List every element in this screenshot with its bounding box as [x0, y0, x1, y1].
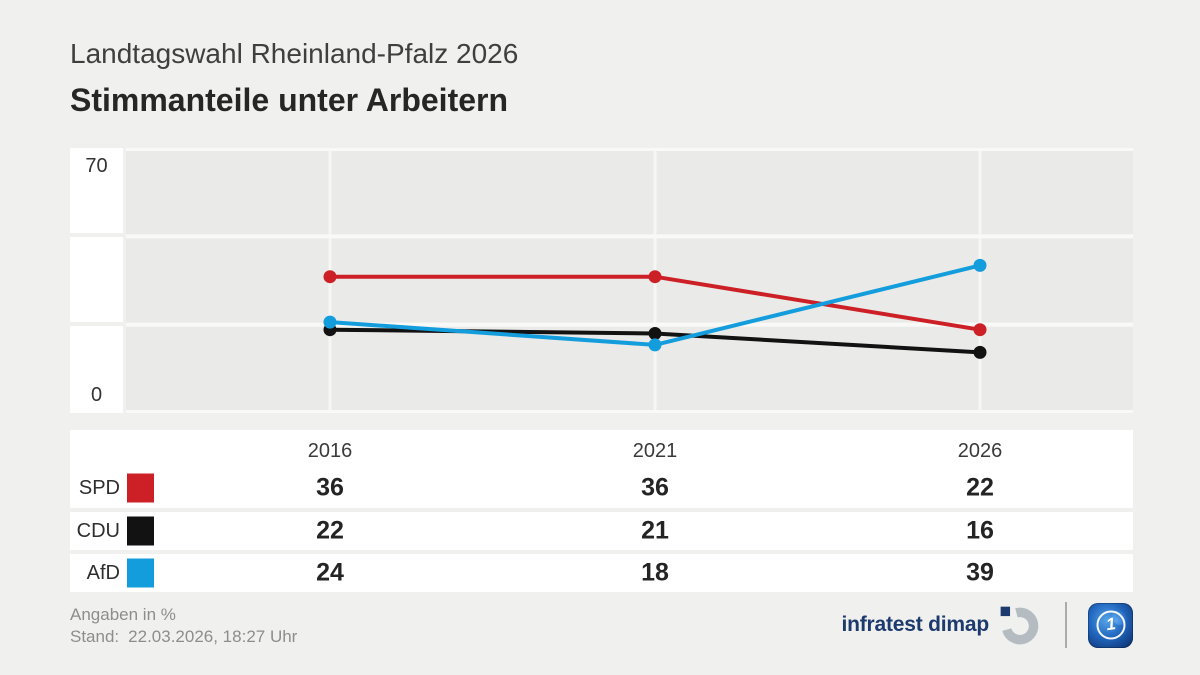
afd-value-2021: 18 — [641, 558, 669, 587]
table-row-afd: AfD 24 18 39 — [70, 554, 1133, 592]
afd-color-swatch — [127, 558, 154, 588]
spd-value-2016: 36 — [316, 473, 344, 502]
cdu-value-2026: 16 — [966, 516, 994, 545]
chart-lines — [126, 148, 1133, 413]
cdu-color-swatch — [127, 516, 154, 546]
y-axis: 70 0 — [70, 148, 123, 413]
table-row-cdu: CDU 22 21 16 — [70, 512, 1133, 550]
table-row-spd: SPD 36 36 22 — [70, 468, 1133, 508]
spd-value-2021: 36 — [641, 473, 669, 502]
year-header-2016: 2016 — [307, 440, 353, 462]
y-axis-band-middle — [70, 237, 123, 322]
y-axis-min-label: 0 — [90, 384, 103, 406]
timestamp-label: Stand: — [70, 627, 120, 646]
ard-tagesschau-icon: 1 — [1088, 602, 1133, 648]
timestamp-value: 22.03.2026, 18:27 Uhr — [128, 627, 298, 646]
y-axis-band-bottom — [70, 326, 123, 413]
y-axis-max-label: 70 — [85, 155, 108, 177]
infratest-dimap-icon — [1000, 606, 1039, 645]
results-table: 2016 2021 2026 SPD 36 36 22 CDU 22 21 16… — [70, 430, 1133, 596]
chart-title: Stimmanteile unter Arbeitern — [70, 82, 509, 118]
year-header-2026: 2026 — [957, 440, 1003, 462]
party-label-spd: SPD — [78, 476, 120, 499]
afd-value-2026: 39 — [966, 558, 994, 587]
table-header-and-first-row: 2016 2021 2026 SPD 36 36 22 — [70, 430, 1133, 508]
afd-value-2016: 24 — [316, 558, 344, 587]
year-header-2021: 2021 — [632, 440, 678, 462]
plot-area — [126, 148, 1133, 413]
globe-ring — [1096, 610, 1125, 640]
y-axis-band-top — [70, 148, 123, 233]
spd-value-2026: 22 — [966, 473, 994, 502]
line-chart: 70 0 — [70, 148, 1133, 413]
years-header-row: 2016 2021 2026 — [70, 430, 1133, 468]
spd-color-swatch — [127, 473, 154, 503]
cdu-value-2021: 21 — [641, 516, 669, 545]
unit-note: Angaben in % — [70, 605, 176, 624]
branding: infratest dimap 1 — [841, 600, 1133, 650]
cdu-value-2016: 22 — [316, 516, 344, 545]
party-label-cdu: CDU — [76, 519, 120, 542]
infratest-dimap-wordmark: infratest dimap — [841, 613, 989, 636]
party-label-afd: AfD — [86, 561, 120, 584]
timestamp: Stand: 22.03.2026, 18:27 Uhr — [70, 627, 297, 647]
chart-subtitle: Landtagswahl Rheinland-Pfalz 2026 — [70, 38, 519, 69]
divider — [1065, 602, 1067, 648]
